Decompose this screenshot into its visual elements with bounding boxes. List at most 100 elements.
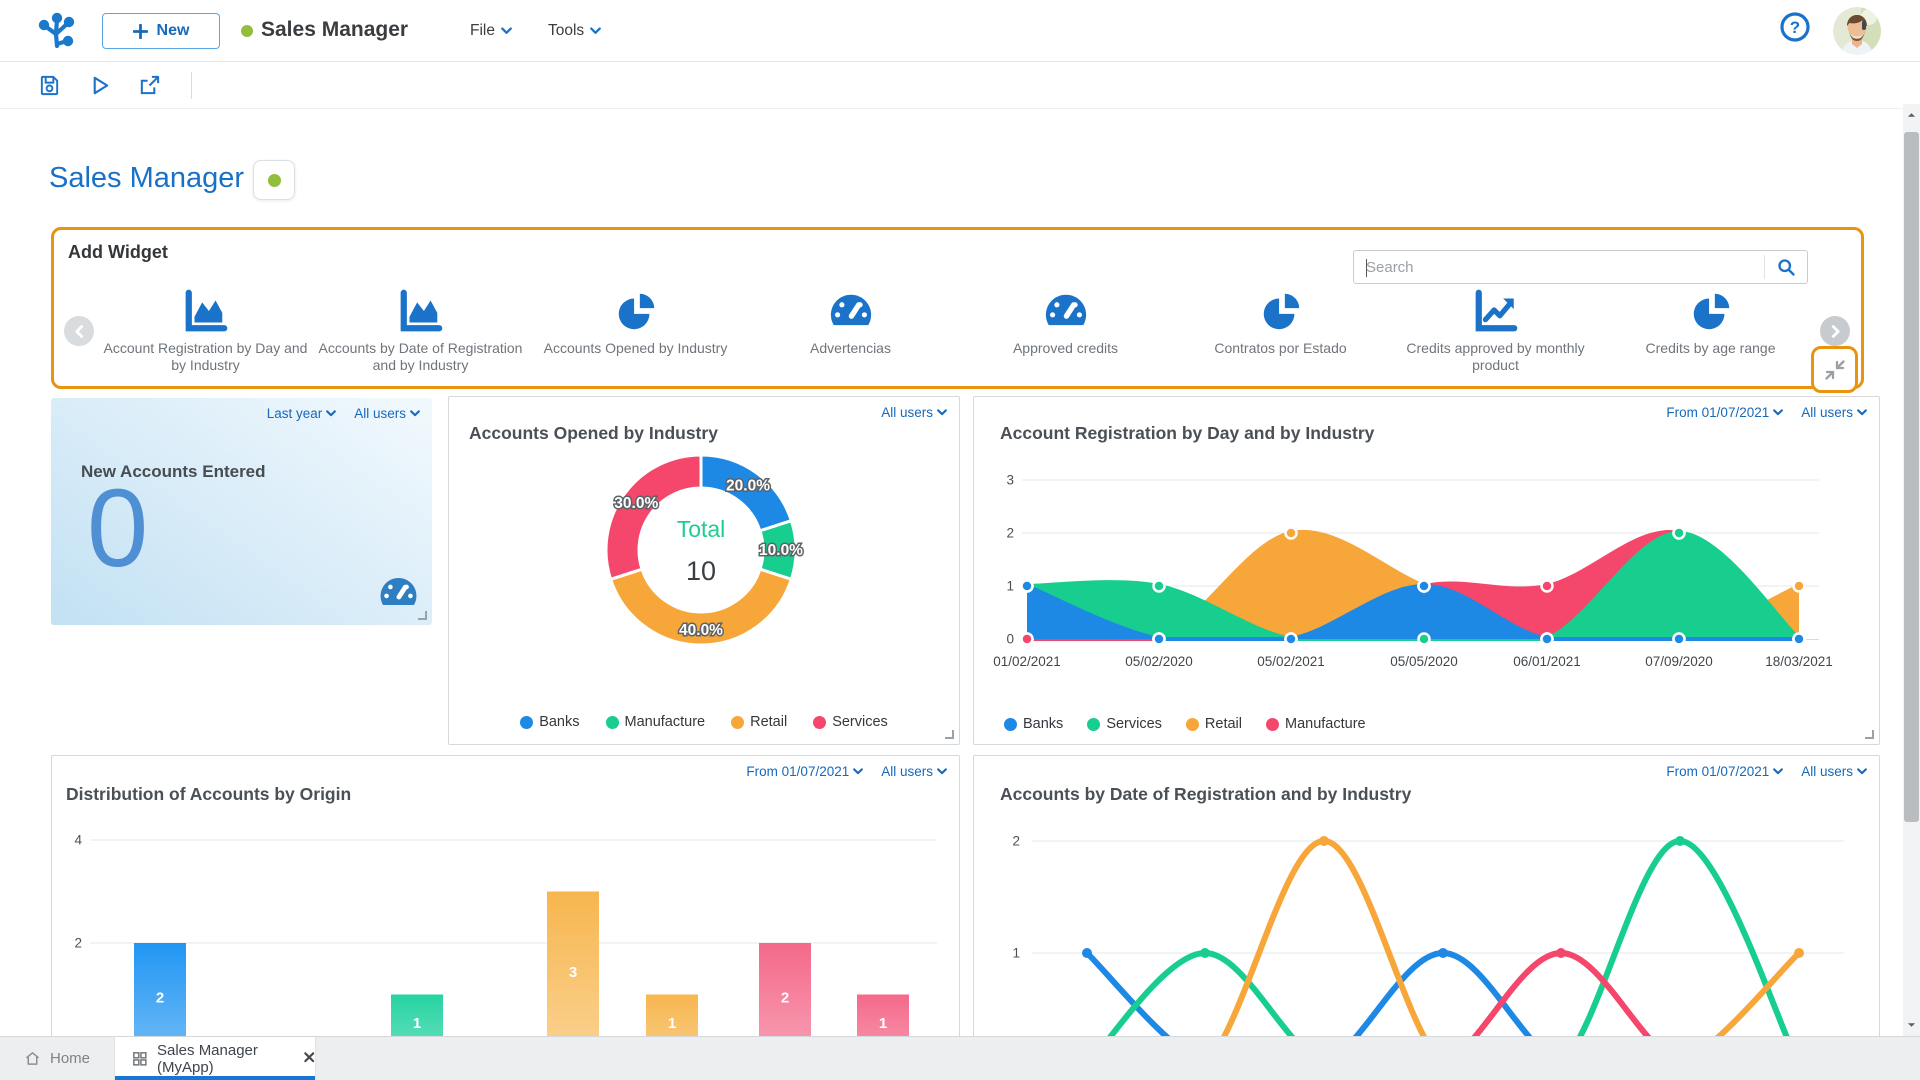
svg-text:2: 2	[156, 990, 164, 1007]
add-widget-item-label: Credits approved by monthly product	[1406, 340, 1585, 373]
page-status-badge[interactable]	[253, 160, 295, 200]
chevron-down-icon	[501, 27, 512, 35]
filter-dropdown[interactable]: All users	[354, 406, 420, 421]
widget-title: Accounts Opened by Industry	[469, 423, 718, 443]
filter-dropdown[interactable]: From 01/07/2021	[746, 764, 864, 779]
add-widget-item-label: Contratos por Estado	[1214, 340, 1347, 356]
help-icon[interactable]: ?	[1779, 11, 1811, 43]
chart-legend: Banks Services Retail Manufacture	[1004, 716, 1366, 732]
run-icon[interactable]	[88, 74, 111, 97]
resize-handle[interactable]	[945, 730, 954, 739]
close-icon[interactable]	[303, 1051, 315, 1066]
widget-filters: From 01/07/2021 All users	[746, 764, 947, 779]
add-widget-item[interactable]: Approved credits	[958, 288, 1173, 386]
svg-text:05/02/2020: 05/02/2020	[1125, 654, 1193, 669]
add-widget-item-label: Account Registration by Day and by Indus…	[103, 340, 308, 373]
save-icon[interactable]	[38, 74, 61, 97]
svg-text:05/02/2021: 05/02/2021	[1257, 654, 1325, 669]
scrollbar-thumb[interactable]	[1904, 132, 1919, 822]
filter-dropdown[interactable]: All users	[881, 405, 947, 420]
legend-item[interactable]: Manufacture	[1266, 716, 1366, 732]
add-widget-item[interactable]: Credits approved by monthly product	[1388, 288, 1603, 386]
chevron-down-icon	[1773, 768, 1784, 775]
legend-dot	[1185, 717, 1199, 731]
legend-dot	[605, 715, 619, 729]
legend-dot	[1087, 717, 1101, 731]
add-widget-item-label: Credits by age range	[1645, 340, 1776, 356]
text-caret	[1366, 259, 1367, 277]
legend-item[interactable]: Services	[1087, 716, 1162, 732]
widget-filters: All users	[881, 405, 947, 420]
legend-item[interactable]: Services	[813, 714, 888, 730]
add-widget-title: Add Widget	[68, 242, 168, 262]
svg-text:Total: Total	[677, 516, 726, 542]
legend-item[interactable]: Banks	[520, 714, 580, 730]
add-widget-item[interactable]: Credits by age range	[1603, 288, 1818, 386]
app-logo	[36, 11, 76, 51]
export-icon[interactable]	[138, 74, 161, 97]
svg-text:30.0%: 30.0%	[614, 495, 658, 512]
scroll-left-button[interactable]	[64, 316, 94, 346]
filter-dropdown[interactable]: From 01/07/2021	[1666, 405, 1784, 420]
chevron-down-icon	[937, 409, 947, 416]
add-widget-item-label: Approved credits	[1012, 340, 1119, 356]
app-status-dot	[241, 25, 253, 37]
chevron-down-icon	[326, 410, 337, 417]
add-widget-item[interactable]: Advertencias	[743, 288, 958, 386]
tab-home[interactable]: Home	[0, 1037, 104, 1080]
scroll-right-button[interactable]	[1820, 316, 1850, 346]
svg-text:2: 2	[74, 936, 82, 951]
svg-text:1: 1	[1006, 579, 1014, 594]
collapse-panel-button[interactable]	[1811, 346, 1858, 393]
legend-item[interactable]: Manufacture	[605, 714, 705, 730]
area-chart-icon	[183, 288, 229, 332]
add-widget-item[interactable]: Contratos por Estado	[1173, 288, 1388, 386]
vertical-scrollbar[interactable]	[1903, 104, 1920, 1036]
menu-file[interactable]: File	[470, 22, 512, 40]
grid-icon	[131, 1050, 148, 1067]
svg-text:2: 2	[1012, 834, 1020, 849]
action-toolbar	[0, 62, 1920, 109]
scrollbar-down-arrow-icon[interactable]	[1903, 1016, 1920, 1034]
add-widget-item[interactable]: Accounts by Date of Registration and by …	[313, 288, 528, 386]
legend-item[interactable]: Retail	[1185, 716, 1242, 732]
filter-dropdown[interactable]: All users	[1801, 405, 1867, 420]
add-widget-item[interactable]: Account Registration by Day and by Indus…	[98, 288, 313, 386]
kpi-value: 0	[87, 467, 149, 590]
filter-dropdown[interactable]: From 01/07/2021	[1666, 764, 1784, 779]
pie-chart-icon	[613, 288, 659, 332]
new-button[interactable]: New	[102, 13, 220, 49]
widget-title: New Accounts Entered	[81, 462, 266, 481]
add-widget-item[interactable]: Accounts Opened by Industry	[528, 288, 743, 386]
svg-text:3: 3	[1006, 473, 1014, 488]
chevron-down-icon	[1857, 768, 1867, 775]
chevron-down-icon	[1857, 409, 1867, 416]
add-widget-item-label: Advertencias	[810, 340, 891, 356]
svg-text:3: 3	[569, 964, 577, 981]
filter-dropdown[interactable]: Last year	[267, 406, 337, 421]
resize-handle[interactable]	[418, 611, 427, 620]
user-avatar[interactable]	[1833, 7, 1881, 55]
filter-dropdown[interactable]: All users	[881, 764, 947, 779]
search-icon[interactable]	[1765, 251, 1807, 283]
svg-text:4: 4	[74, 833, 82, 848]
svg-text:18/03/2021: 18/03/2021	[1765, 654, 1833, 669]
gauge-icon	[1043, 288, 1089, 332]
top-header: New Sales Manager File Tools ?	[0, 0, 1920, 62]
resize-handle[interactable]	[1865, 730, 1874, 739]
legend-dot	[520, 715, 534, 729]
legend-item[interactable]: Retail	[731, 714, 787, 730]
line-chart-icon	[1473, 288, 1519, 332]
active-tab-underline	[115, 1076, 315, 1080]
plus-icon	[132, 23, 148, 39]
tab-sales-manager[interactable]: Sales Manager (MyApp)	[114, 1037, 316, 1080]
widget-filters: Last year All users	[267, 406, 420, 421]
scrollbar-up-arrow-icon[interactable]	[1903, 106, 1920, 124]
add-widget-item-list: Account Registration by Day and by Indus…	[98, 288, 1818, 386]
search-input[interactable]	[1354, 251, 1764, 283]
add-widget-item-label: Accounts Opened by Industry	[543, 340, 728, 356]
main-menu: File Tools	[470, 0, 602, 62]
legend-item[interactable]: Banks	[1004, 716, 1063, 732]
filter-dropdown[interactable]: All users	[1801, 764, 1867, 779]
menu-tools[interactable]: Tools	[548, 22, 602, 40]
